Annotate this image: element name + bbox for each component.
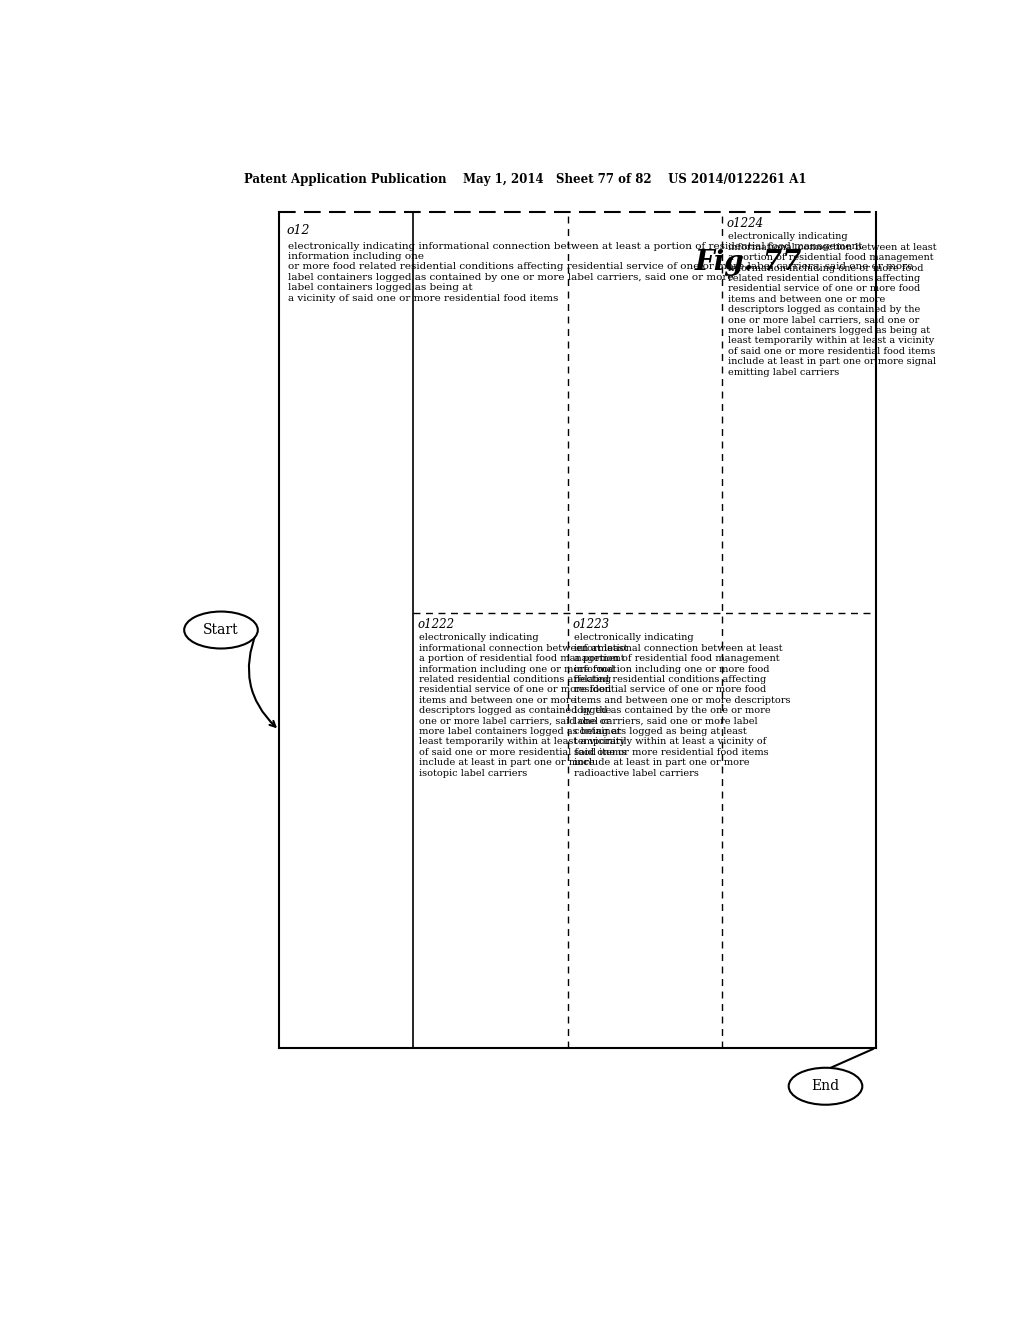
Ellipse shape	[184, 611, 258, 648]
Text: Start: Start	[203, 623, 239, 638]
Text: electronically indicating
informational connection between at least
a portion of: electronically indicating informational …	[728, 232, 937, 376]
Text: o1223: o1223	[572, 618, 610, 631]
Text: electronically indicating
informational connection between at least
a portion of: electronically indicating informational …	[420, 634, 628, 777]
Text: o1224: o1224	[726, 216, 764, 230]
Text: Patent Application Publication    May 1, 2014   Sheet 77 of 82    US 2014/012226: Patent Application Publication May 1, 20…	[244, 173, 806, 186]
Text: End: End	[811, 1080, 840, 1093]
Text: Fig. 77: Fig. 77	[694, 249, 802, 276]
Text: o1222: o1222	[418, 618, 455, 631]
Ellipse shape	[788, 1068, 862, 1105]
Text: electronically indicating
informational connection between at least
a portion of: electronically indicating informational …	[574, 634, 791, 777]
Text: electronically indicating informational connection between at least a portion of: electronically indicating informational …	[289, 242, 913, 302]
Text: o12: o12	[287, 224, 310, 236]
